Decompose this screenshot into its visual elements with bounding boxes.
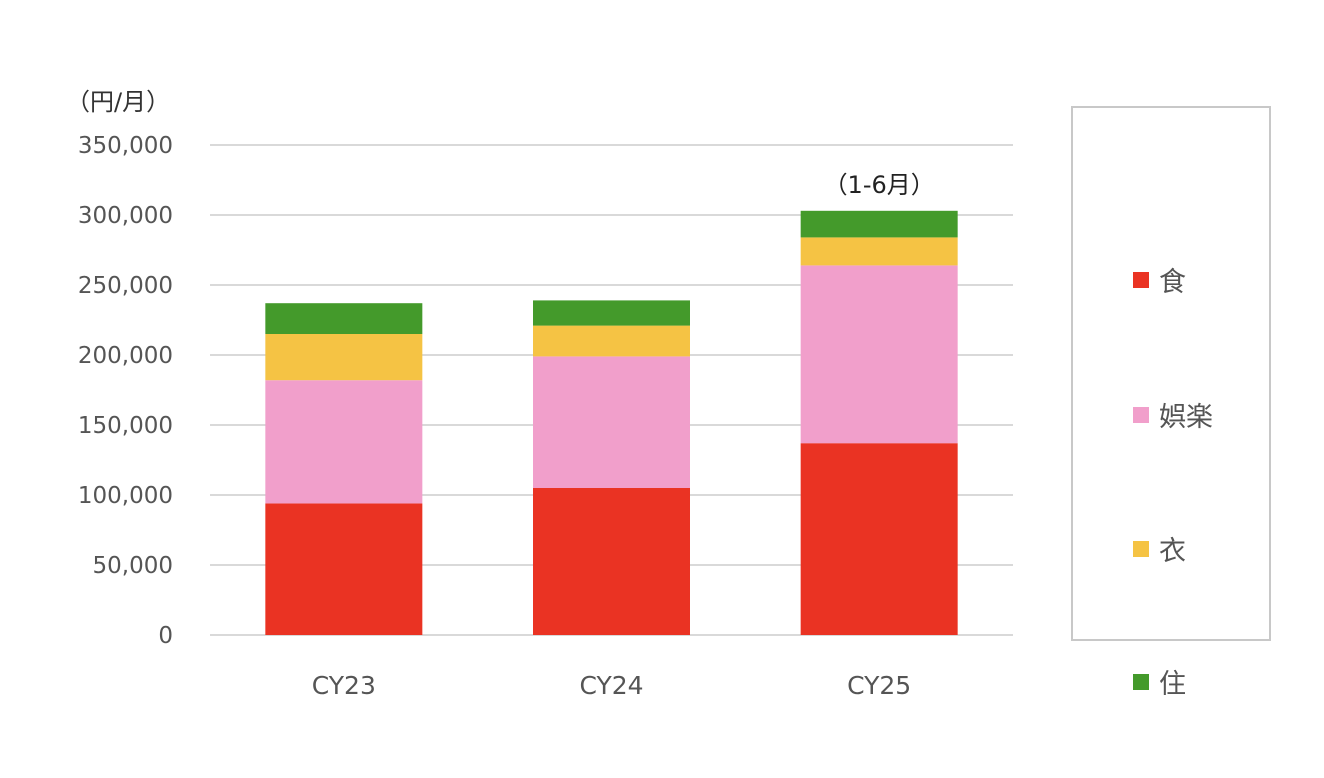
bar-segment-cy25-0 (800, 443, 958, 635)
legend-swatch-food (1133, 271, 1149, 288)
bars (265, 210, 958, 635)
legend-swatch-clothing (1133, 540, 1149, 557)
bar-segment-cy24-1 (533, 356, 690, 488)
x-tick-label: CY23 (312, 671, 376, 700)
legend-label-clothing: 衣 (1159, 536, 1186, 567)
legend-item-housing: 住 (1133, 662, 1186, 701)
x-tick-label: CY25 (847, 671, 911, 700)
legend-item-food: 食 (1133, 260, 1186, 299)
y-tick-label: 200,000 (78, 343, 173, 369)
bar-segment-cy23-1 (265, 380, 423, 504)
bar-segment-cy24-0 (533, 488, 690, 635)
annotation-label: （1-6月） (824, 171, 935, 199)
bar-segment-cy23-0 (265, 503, 423, 635)
y-tick-label: 0 (158, 623, 173, 649)
y-tick-label: 250,000 (78, 273, 173, 299)
y-tick-label: 350,000 (78, 133, 173, 159)
legend-swatch-housing (1133, 673, 1149, 690)
bar-segment-cy25-3 (800, 210, 958, 238)
legend-label-housing: 住 (1159, 669, 1186, 700)
legend-label-food: 食 (1159, 267, 1186, 298)
y-tick-label: 50,000 (93, 553, 173, 579)
bar-segment-cy24-3 (533, 300, 690, 326)
legend: 食 娯楽 衣 住 (1071, 106, 1271, 700)
legend-item-clothing: 衣 (1133, 529, 1186, 568)
bar-segment-cy23-3 (265, 303, 423, 334)
legend-swatch-entertainment (1133, 406, 1149, 423)
bar-segment-cy25-2 (800, 237, 958, 266)
y-tick-label: 100,000 (78, 483, 173, 509)
y-axis-unit-label: （円/月） (66, 88, 170, 116)
legend-item-entertainment: 娯楽 (1133, 395, 1213, 434)
y-tick-label: 300,000 (78, 203, 173, 229)
legend-label-entertainment: 娯楽 (1159, 402, 1213, 433)
bar-segment-cy25-1 (800, 265, 958, 444)
bar-segment-cy24-2 (533, 325, 690, 357)
bar-segment-cy23-2 (265, 334, 423, 381)
annotations: （1-6月） (824, 171, 935, 199)
x-axis-labels: CY23 CY24 CY25 (312, 671, 911, 700)
y-axis-ticks: 0 50,000 100,000 150,000 200,000 250,000 300,0… (78, 133, 173, 649)
x-tick-label: CY24 (579, 671, 643, 700)
y-tick-label: 150,000 (78, 413, 173, 439)
